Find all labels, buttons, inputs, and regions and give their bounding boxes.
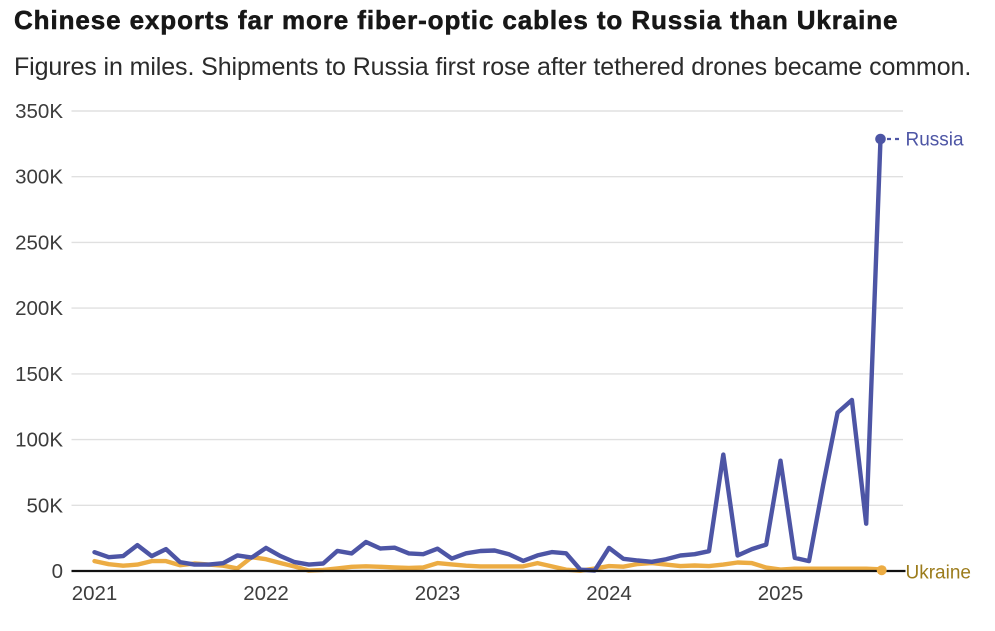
svg-text:2024: 2024 [586,582,632,605]
svg-text:100K: 100K [15,429,63,452]
svg-text:Ukraine: Ukraine [906,563,971,584]
svg-text:300K: 300K [15,166,63,189]
svg-text:50K: 50K [27,494,64,517]
svg-text:Russia: Russia [906,130,965,151]
svg-text:200K: 200K [15,297,63,320]
svg-text:2021: 2021 [72,582,118,605]
svg-text:0: 0 [52,560,63,583]
svg-text:350K: 350K [15,100,63,123]
svg-text:150K: 150K [15,363,63,386]
svg-text:2023: 2023 [415,582,461,605]
svg-text:2025: 2025 [758,582,804,605]
svg-text:250K: 250K [15,231,63,254]
svg-text:2022: 2022 [243,582,289,605]
